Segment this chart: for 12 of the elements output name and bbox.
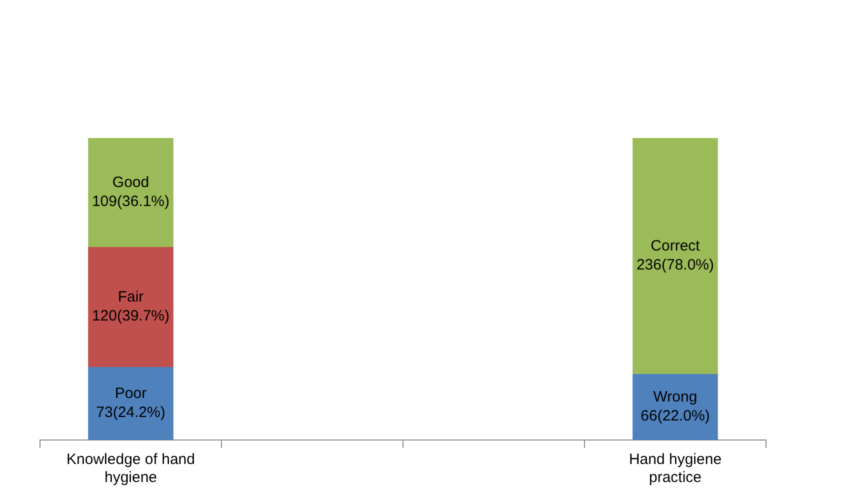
x-tick-label: Knowledge of hand hygiene xyxy=(66,451,195,486)
data-label: Wrong 66(22.0%) xyxy=(640,388,710,425)
data-label: Good 109(36.1%) xyxy=(92,174,170,210)
bar xyxy=(88,247,174,367)
bar xyxy=(88,138,174,247)
data-label: Fair 120(39.7%) xyxy=(92,288,170,325)
bar xyxy=(632,374,718,440)
bar xyxy=(88,367,174,440)
x-tick-label: Hand hygiene practice xyxy=(628,451,722,486)
bar xyxy=(632,138,718,374)
data-label: Correct 236(78.0%) xyxy=(636,238,714,274)
data-label: Poor 73(24.2%) xyxy=(96,385,166,422)
